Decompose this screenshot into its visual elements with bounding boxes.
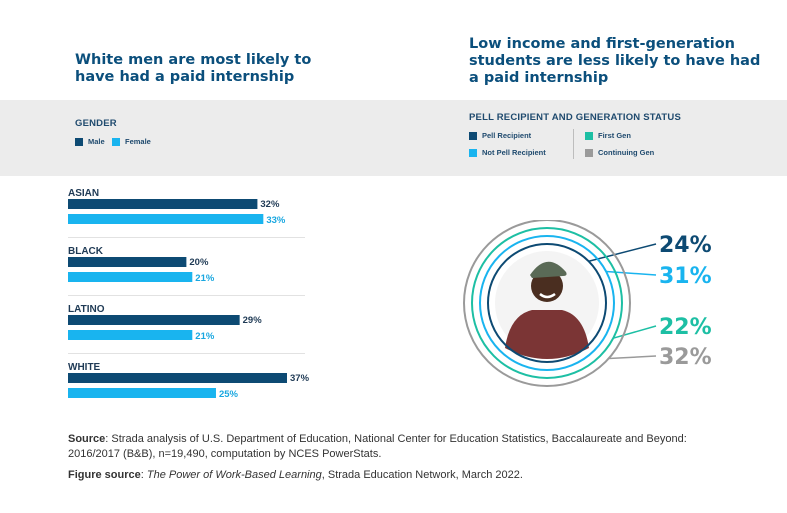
figure-source-title: The Power of Work-Based Learning	[146, 469, 322, 481]
bar-male-asian	[68, 199, 258, 209]
cap-shape	[530, 261, 567, 278]
ring-pell-recipient	[487, 243, 607, 363]
ring-continuing-gen	[463, 220, 631, 387]
legend-swatch-not-pell	[469, 148, 477, 157]
pell-legend-title: PELL RECIPIENT AND GENERATION STATUS	[469, 112, 681, 123]
right-chart-title: Low income and first-generation students…	[469, 36, 761, 86]
left-chart-title: White men are most likely to have had a …	[75, 52, 312, 85]
legend-item-not-pell: Not Pell Recipient	[469, 148, 546, 157]
leader-line	[613, 325, 657, 339]
student-photo	[505, 261, 589, 359]
bar-value-label: 21%	[195, 331, 215, 342]
legend-swatch-female	[112, 137, 120, 146]
legend-item-pell: Pell Recipient	[469, 131, 531, 140]
bar-value-label: 25%	[219, 389, 239, 400]
legend-item-male: Male	[75, 137, 105, 146]
figure-source-text: , Strada Education Network, March 2022.	[321, 469, 523, 481]
bar-male-latino	[68, 315, 240, 325]
ring-first-gen	[471, 227, 623, 379]
bar-value-label: 20%	[189, 257, 209, 268]
bar-value-label: 37%	[290, 373, 310, 384]
legend-divider	[573, 129, 574, 159]
bar-female-black	[68, 272, 193, 282]
source-text: : Strada analysis of U.S. Department of …	[68, 433, 687, 460]
ring-chart: 24% 31% 22% 32%	[463, 220, 712, 387]
legend-band: GENDER Male Female PELL RECIPIENT AND GE…	[0, 100, 787, 176]
category-label: LATINO	[68, 304, 105, 315]
bar-chart: ASIAN 32% 33% BLACK 20% 21% LATINO 29% 21% WHITE 3…	[68, 188, 310, 400]
ring-value-label: 24%	[659, 233, 712, 258]
leader-line	[606, 270, 657, 276]
legend-item-female: Female	[112, 137, 151, 146]
smile-shape	[539, 292, 556, 299]
ring-value-label: 31%	[659, 264, 712, 289]
category-label: ASIAN	[68, 188, 99, 199]
bar-value-label: 29%	[243, 315, 263, 326]
ring-value-label: 22%	[659, 315, 712, 340]
bar-value-label: 32%	[260, 199, 280, 210]
bar-female-latino	[68, 330, 193, 340]
source-label: Source	[68, 433, 106, 445]
legend-item-first-gen: First Gen	[585, 131, 631, 140]
figure-source-label: Figure source	[68, 469, 141, 481]
leader-line	[608, 355, 657, 360]
bar-value-label: 21%	[195, 273, 215, 284]
ring-not-pell-recipient	[479, 235, 615, 371]
legend-swatch-male	[75, 137, 83, 146]
bar-male-black	[68, 257, 187, 267]
legend-swatch-pell	[469, 131, 477, 140]
gender-legend-title: GENDER	[75, 118, 117, 129]
figure-source-note: Figure source: The Power of Work-Based L…	[68, 469, 523, 481]
category-label: BLACK	[68, 246, 104, 257]
ring-value-label: 32%	[659, 345, 712, 370]
sweater-shape	[505, 310, 589, 359]
legend-swatch-continuing-gen	[585, 148, 593, 157]
legend-item-continuing-gen: Continuing Gen	[585, 148, 654, 157]
bar-male-white	[68, 373, 287, 383]
leader-line	[588, 243, 657, 263]
bar-value-label: 33%	[266, 215, 286, 226]
legend-swatch-first-gen	[585, 131, 593, 140]
bar-female-asian	[68, 214, 264, 224]
category-label: WHITE	[68, 362, 101, 373]
bar-female-white	[68, 388, 216, 398]
source-note: Source: Strada analysis of U.S. Departme…	[68, 432, 708, 462]
